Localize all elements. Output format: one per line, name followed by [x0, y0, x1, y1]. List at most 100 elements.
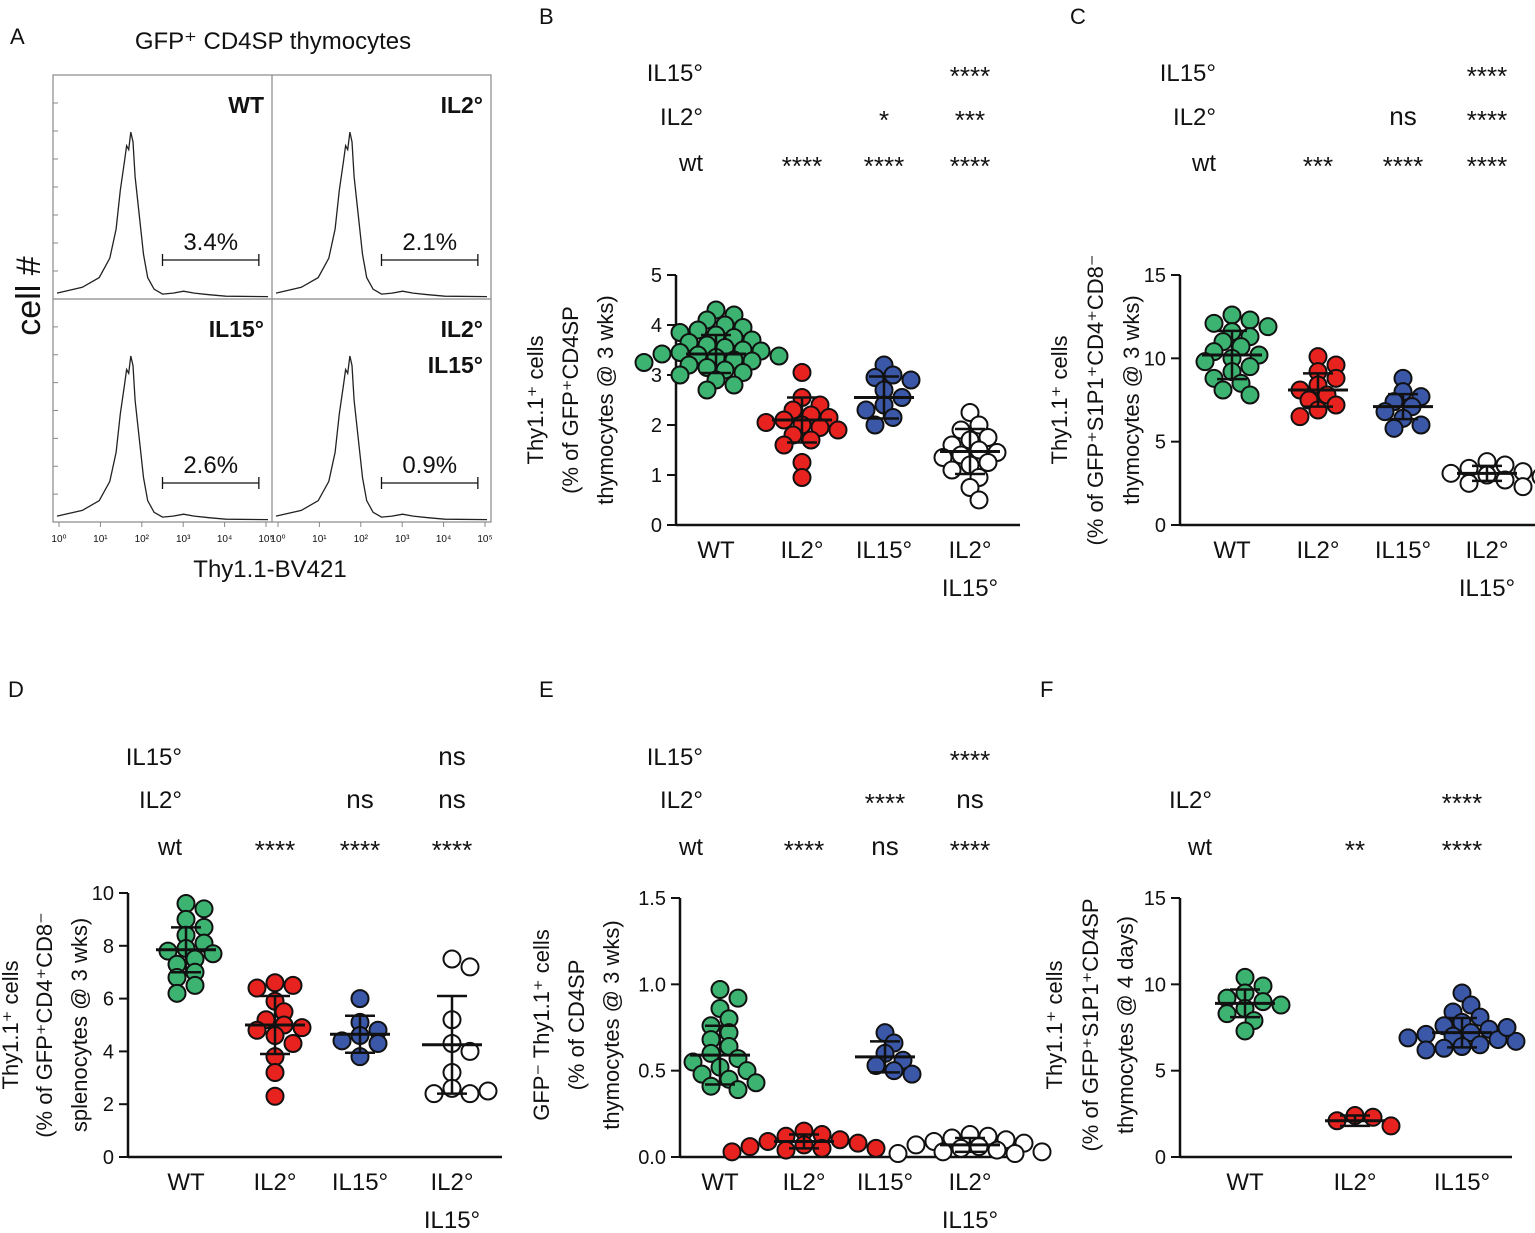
data-point	[203, 944, 223, 964]
significance-row-label: wt	[678, 150, 703, 177]
y-tick-label: 15	[1144, 265, 1166, 287]
data-point	[460, 1041, 480, 1061]
category-label: IL2°	[949, 1169, 992, 1196]
significance-mark: **	[1345, 835, 1365, 865]
significance-mark: ns	[438, 784, 465, 814]
significance-row-label: wt	[157, 834, 182, 861]
category-label: WT	[167, 1169, 205, 1196]
data-point	[1235, 967, 1255, 987]
significance-mark: ****	[1467, 105, 1507, 135]
data-point	[652, 344, 672, 364]
data-point	[902, 1064, 922, 1084]
y-axis-label: (% of CD4SP	[564, 960, 589, 1091]
quadrant-label: IL15°	[209, 316, 264, 342]
y-tick-label: 1.5	[638, 888, 666, 910]
panel-a-x-tick-label: 10³	[176, 534, 191, 545]
y-tick-label: 3	[651, 365, 662, 387]
panel-c: C 0 5 10 15 Thy1.1⁺ cells (% of GFP⁺S1P1⁺CD4⁺C…	[1047, 4, 1535, 602]
significance-mark: ****	[1383, 151, 1423, 181]
data-point	[1253, 976, 1273, 996]
panel-a-x-tick-label: 10¹	[93, 534, 108, 545]
panel-a-ylabel: cell #	[10, 256, 48, 335]
y-axis-label: Thy1.1⁺ cells	[523, 336, 548, 465]
significance-row-label: IL2°	[660, 104, 703, 131]
significance-row-label: IL2°	[660, 787, 703, 814]
data-point	[774, 435, 794, 455]
significance-row-label: IL2°	[1169, 787, 1212, 814]
data-point	[265, 1086, 285, 1106]
category-label: IL15°	[332, 1169, 388, 1196]
data-point	[1381, 1116, 1401, 1136]
significance-mark: ****	[865, 788, 905, 818]
panel-a-x-tick-label: 10²	[354, 534, 369, 545]
data-point	[176, 909, 196, 929]
data-point	[247, 978, 267, 998]
panel-letter-c: C	[1070, 4, 1086, 29]
significance-mark: ****	[950, 745, 990, 775]
data-point	[722, 1142, 742, 1162]
significance-row-label: IL2°	[1173, 104, 1216, 131]
data-point	[1235, 1021, 1255, 1041]
data-point	[710, 980, 730, 1000]
significance-mark: ns	[956, 784, 983, 814]
y-axis-label: GFP⁻ Thy1.1⁺ cells	[529, 929, 554, 1121]
panel-letter-b: B	[539, 4, 554, 29]
y-axis-label: thymocytes @ 3 wks)	[593, 295, 618, 504]
panel-a-x-tick-label: 10⁰	[51, 534, 66, 545]
data-point	[478, 1081, 498, 1101]
y-tick-label: 1	[651, 465, 662, 487]
y-tick-label: 2	[103, 1094, 114, 1116]
histogram-curve	[275, 131, 488, 298]
data-point	[350, 989, 370, 1009]
significance-mark: ****	[950, 835, 990, 865]
panel-letter-a: A	[10, 24, 25, 49]
data-point	[733, 363, 753, 382]
data-point	[865, 415, 885, 435]
data-point	[1240, 385, 1260, 405]
significance-mark: ****	[255, 835, 295, 865]
data-point	[1258, 317, 1278, 337]
gate-percent: 2.6%	[183, 452, 238, 479]
y-tick-label: 2	[651, 415, 662, 437]
data-point	[883, 365, 903, 385]
data-point	[828, 420, 848, 440]
gate-percent: 3.4%	[183, 229, 238, 256]
y-axis-label: (% of GFP⁺CD4SP	[558, 306, 583, 494]
data-point	[1506, 1031, 1526, 1051]
y-axis-label: thymocytes @ 3 wks)	[1119, 295, 1144, 504]
significance-mark: ****	[432, 835, 472, 865]
data-point	[978, 453, 998, 472]
y-tick-label: 0	[103, 1147, 114, 1169]
panel-a-x-tick-label: 10⁰	[270, 534, 285, 545]
y-tick-label: 1.0	[638, 974, 666, 996]
y-tick-label: 0	[651, 515, 662, 537]
significance-mark: *	[879, 105, 889, 135]
category-label: IL15°	[1375, 537, 1431, 564]
data-point	[756, 413, 776, 432]
data-point	[758, 1131, 778, 1151]
significance-mark: ns	[1389, 101, 1416, 131]
panel-a-x-tick-label: 10⁴	[217, 534, 232, 545]
data-point	[1213, 380, 1233, 400]
data-point	[1217, 1004, 1237, 1024]
data-point	[1204, 313, 1224, 333]
y-tick-label: 10	[92, 883, 114, 905]
data-point	[185, 975, 205, 995]
panel-letter-f: F	[1040, 677, 1053, 702]
category-label: IL15°	[1459, 575, 1515, 602]
category-label: IL2°	[783, 1169, 826, 1196]
data-point	[888, 1144, 908, 1164]
y-tick-label: 10	[1144, 348, 1166, 370]
data-point	[368, 1033, 388, 1053]
significance-mark: ns	[871, 831, 898, 861]
quadrant-label: IL15°	[428, 352, 483, 378]
data-point	[830, 1130, 850, 1150]
category-label: WT	[697, 537, 735, 564]
significance-row-label: IL15°	[1160, 60, 1216, 87]
data-point	[265, 1063, 285, 1083]
data-point	[960, 403, 980, 422]
data-point	[1195, 352, 1215, 372]
data-point	[792, 468, 812, 487]
y-axis-label: (% of GFP⁺S1P1⁺CD4⁺CD8⁻	[1083, 255, 1108, 546]
histogram-curve	[275, 355, 488, 521]
